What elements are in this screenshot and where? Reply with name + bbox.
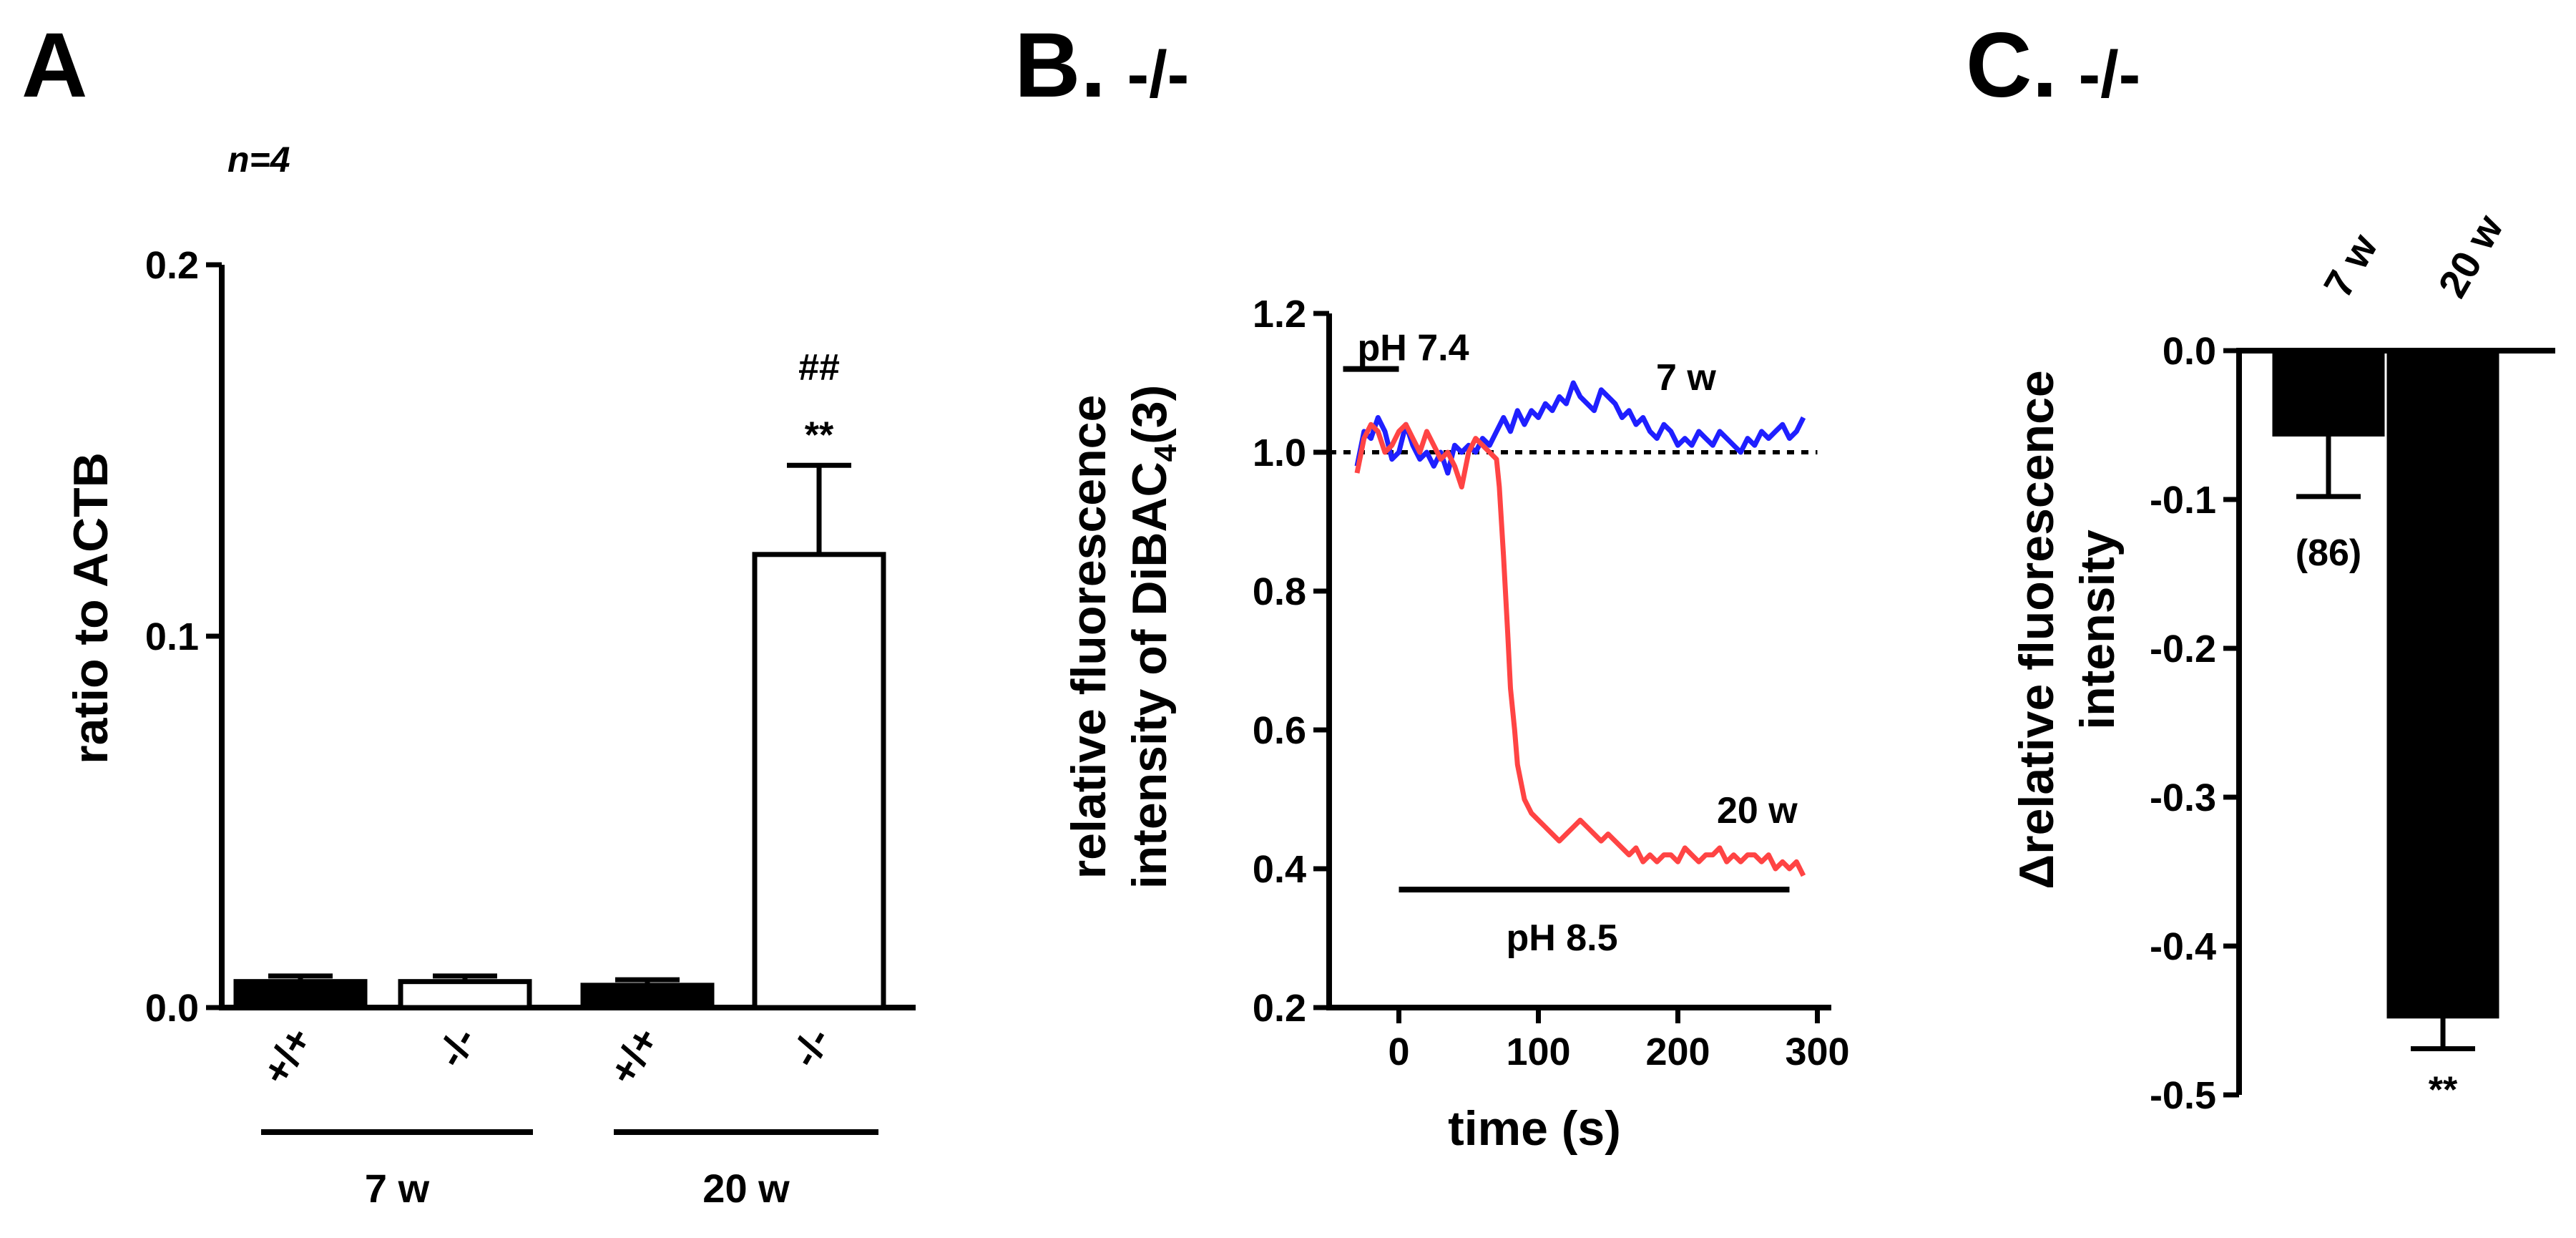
panel-b-ph74-label: pH 7.4 [1358, 328, 1469, 369]
panel-b-x-tick-label: 200 [1645, 1030, 1710, 1073]
panel-a-significance-marker: ** [805, 414, 834, 456]
panel-a-letter: A [21, 14, 87, 117]
panel-a-bar [398, 979, 532, 1010]
panel-a-y-tick-label: 0.1 [145, 615, 199, 658]
panel-b-conditions: pH 7.4 pH 8.5 [1343, 328, 1790, 959]
panel-a-category-label: -/- [427, 1020, 485, 1075]
panel-a-bar [580, 983, 715, 1010]
panel-c-y-tick-label: -0.4 [2150, 925, 2216, 968]
panel-b-ylabel-subscript: 4 [1148, 444, 1183, 462]
panel-c-title: C. -/- [1966, 14, 2140, 117]
panel-c-y-tick-label: -0.2 [2150, 628, 2216, 671]
panel-a: A n=4 ratio to ACTB 0.0 0.1 0.2 ** ## +/+ -/… [21, 14, 916, 1211]
panel-b-lines: 7 w 20 w [1329, 357, 1818, 877]
panel-b-axes: 0.2 0.4 0.6 0.8 1.0 1.2 0 100 200 300 [1253, 293, 1850, 1073]
panel-c-y-tick-label: -0.5 [2150, 1074, 2216, 1117]
panel-a-category-label: +/+ [599, 1020, 667, 1093]
panel-c-category-label: 20 w [2429, 207, 2512, 305]
panel-b: B. -/- relative fluorescence intensity o… [1014, 14, 1850, 1156]
panel-c-n-label: (86) [2296, 532, 2361, 574]
panel-c-y-tick-label: 0.0 [2163, 330, 2216, 373]
panel-a-y-tick-label: 0.2 [145, 244, 199, 287]
panel-a-category-label: -/- [781, 1020, 839, 1075]
panel-b-y-tick-label: 0.8 [1253, 570, 1306, 613]
panel-b-letter: B. [1014, 14, 1106, 117]
panel-b-ylabel-tail: (3) [1122, 385, 1177, 444]
panel-b-series-label-7w: 7 w [1656, 357, 1716, 399]
panel-b-y-axis-label-line2: intensity of DiBAC4(3) [1122, 385, 1183, 889]
panel-c-category-label: 7 w [2315, 226, 2386, 305]
panel-b-y-axis-label-line1: relative fluorescence [1062, 395, 1116, 879]
panel-b-y-tick-label: 0.6 [1253, 709, 1306, 752]
panel-b-x-tick-label: 0 [1388, 1030, 1409, 1073]
panel-b-y-tick-label: 1.0 [1253, 432, 1306, 474]
panel-b-genotype: -/- [1127, 38, 1189, 111]
panel-a-group-label: 20 w [702, 1166, 790, 1211]
panel-c-genotype: -/- [2078, 38, 2140, 111]
panel-a-bar [752, 552, 886, 1010]
panel-c-n-label: (76) [2410, 532, 2476, 574]
panel-c-significance-marker: ** [2429, 1070, 2458, 1111]
panel-a-bars: ** ## [233, 346, 886, 1010]
panel-b-x-axis-label: time (s) [1448, 1101, 1621, 1156]
panel-b-x-tick-label: 100 [1506, 1030, 1570, 1073]
panel-b-ph85-label: pH 8.5 [1507, 917, 1618, 959]
panel-a-hash-marker: ## [798, 346, 840, 388]
panel-b-y-tick-label: 1.2 [1253, 293, 1306, 336]
panel-a-y-tick-label: 0.0 [145, 987, 199, 1030]
panel-c-y-tick-label: -0.3 [2150, 776, 2216, 819]
panel-c-bar [2272, 348, 2385, 437]
panel-b-y-tick-label: 0.2 [1253, 987, 1306, 1030]
panel-c-y-tick-label: -0.1 [2150, 479, 2216, 522]
panel-b-y-tick-label: 0.4 [1253, 848, 1306, 891]
panel-c-y-axis-label-line2: intensity [2070, 530, 2125, 730]
panel-b-ylabel-main: intensity of DiBAC [1122, 462, 1177, 889]
panel-b-x-tick-label: 300 [1785, 1030, 1849, 1073]
panel-b-series-line [1354, 380, 1806, 476]
panel-a-bar [233, 979, 368, 1010]
panel-a-category-labels: +/+ -/- +/+ -/- 7 w 20 w [253, 1020, 878, 1211]
panel-c-letter: C. [1966, 14, 2057, 117]
panel-a-category-label: +/+ [253, 1020, 320, 1093]
panel-c-y-axis-label-line1: Δrelative fluorescence [2009, 370, 2064, 889]
panel-b-series-line [1354, 421, 1806, 877]
panel-b-title: B. -/- [1014, 14, 1189, 117]
panel-c-bar [2386, 348, 2499, 1019]
panel-a-y-axis-label: ratio to ACTB [64, 452, 118, 764]
panel-c: C. -/- Δrelative fluorescence intensity … [1966, 14, 2555, 1117]
panel-c-bars: 7 w (86) 20 w (76) ** [2272, 207, 2512, 1111]
panel-b-series-label-20w: 20 w [1717, 790, 1798, 832]
panel-a-n-label: n=4 [227, 140, 290, 180]
panel-a-group-label: 7 w [365, 1166, 430, 1211]
